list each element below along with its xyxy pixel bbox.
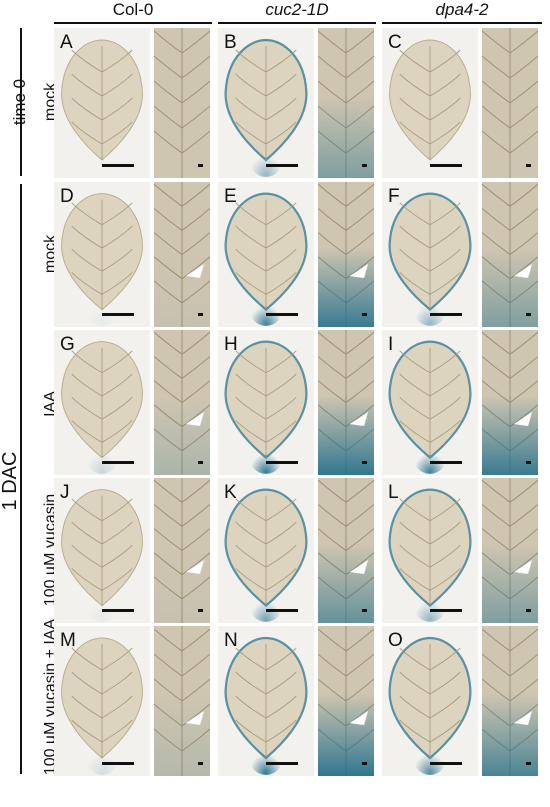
- panel-letter: H: [224, 334, 238, 355]
- zoom-detail-panel: [482, 626, 538, 776]
- column-header-rule: [218, 22, 376, 24]
- column-header-col0: Col-0: [112, 0, 154, 19]
- scale-bar: [430, 762, 462, 765]
- arrowhead-icon: [350, 709, 369, 725]
- zoom-detail-panel: [154, 626, 210, 776]
- panel-letter: F: [388, 186, 400, 207]
- arrowhead-icon: [514, 709, 533, 725]
- scale-bar-small: [362, 461, 367, 464]
- arrowhead-icon: [350, 411, 369, 426]
- scale-bar-small: [526, 461, 531, 464]
- scale-bar-small: [198, 461, 203, 464]
- scale-bar-small: [362, 313, 367, 316]
- zoom-detail-panel: [318, 626, 374, 776]
- panel-letter: C: [388, 32, 402, 53]
- panel-letter: I: [388, 334, 394, 355]
- scale-bar: [430, 313, 462, 316]
- leaf-photo-panel: [54, 28, 150, 178]
- scale-bar: [102, 461, 134, 464]
- leaf-photo-panel: [382, 330, 478, 475]
- scale-bar: [102, 164, 134, 167]
- scale-bar-small: [198, 313, 203, 316]
- leaf-photo-panel: [54, 330, 150, 475]
- scale-bar: [266, 461, 298, 464]
- scale-bar-small: [526, 609, 531, 612]
- leaf-photo-panel: [218, 330, 314, 475]
- leaf-photo-panel: [54, 182, 150, 327]
- scale-bar-small: [526, 313, 531, 316]
- panel-letter: K: [224, 482, 237, 503]
- arrowhead-icon: [514, 559, 533, 574]
- scale-bar: [266, 609, 298, 612]
- scale-bar-small: [362, 609, 367, 612]
- zoom-detail-panel: [482, 28, 538, 178]
- scale-bar: [430, 461, 462, 464]
- zoom-detail-panel: [482, 330, 538, 475]
- leaf-photo-panel: [218, 28, 314, 178]
- panel-letter: M: [60, 630, 76, 651]
- arrowhead-icon: [186, 411, 205, 426]
- dac-label: 1 DAC: [0, 451, 21, 511]
- panel-letter: G: [60, 334, 75, 355]
- scale-bar-small: [526, 164, 531, 167]
- scale-bar: [266, 313, 298, 316]
- time0-bracket: [20, 28, 22, 176]
- zoom-detail-panel: [482, 182, 538, 327]
- panel-letter: L: [388, 482, 399, 503]
- scale-bar: [430, 609, 462, 612]
- arrowhead-icon: [186, 559, 205, 574]
- zoom-detail-panel: [318, 478, 374, 623]
- zoom-detail-panel: [154, 182, 210, 327]
- panel-letter: J: [60, 482, 70, 503]
- scale-bar: [102, 609, 134, 612]
- arrowhead-icon: [514, 263, 533, 278]
- column-header-dpa4: dpa4-2: [435, 0, 489, 19]
- dac-bracket: [20, 184, 22, 774]
- leaf-photo-panel: [382, 626, 478, 776]
- scale-bar: [102, 762, 134, 765]
- arrowhead-icon: [350, 559, 369, 574]
- arrowhead-icon: [186, 709, 205, 725]
- panel-letter: D: [60, 186, 74, 207]
- zoom-detail-panel: [318, 330, 374, 475]
- leaf-photo-panel: [382, 28, 478, 178]
- scale-bar: [266, 164, 298, 167]
- leaf-photo-panel: [218, 182, 314, 327]
- zoom-detail-panel: [318, 182, 374, 327]
- time0-label: time 0: [10, 78, 29, 126]
- panel-letter: N: [224, 630, 238, 651]
- zoom-detail-panel: [482, 478, 538, 623]
- scale-bar-small: [526, 762, 531, 765]
- scale-bar-small: [362, 164, 367, 167]
- panel-letter: E: [224, 186, 237, 207]
- panel-letter: A: [60, 32, 73, 53]
- zoom-detail-panel: [154, 478, 210, 623]
- leaf-photo-panel: [218, 478, 314, 623]
- panel-letter: B: [224, 32, 237, 53]
- leaf-photo-panel: [382, 478, 478, 623]
- column-header-rule: [382, 22, 542, 24]
- leaf-photo-panel: [382, 182, 478, 327]
- scale-bar-small: [198, 164, 203, 167]
- scale-bar-small: [362, 762, 367, 765]
- zoom-detail-panel: [154, 330, 210, 475]
- arrowhead-icon: [186, 263, 205, 278]
- panel-letter: O: [388, 630, 403, 651]
- zoom-detail-panel: [318, 28, 374, 178]
- scale-bar-small: [198, 762, 203, 765]
- scale-bar: [430, 164, 462, 167]
- scale-bar: [266, 762, 298, 765]
- column-header-cuc2: cuc2-1D: [265, 0, 329, 19]
- zoom-detail-panel: [154, 28, 210, 178]
- column-header-rule: [54, 22, 212, 24]
- scale-bar-small: [198, 609, 203, 612]
- leaf-photo-panel: [54, 478, 150, 623]
- scale-bar: [102, 313, 134, 316]
- arrowhead-icon: [350, 263, 369, 278]
- arrowhead-icon: [514, 411, 533, 426]
- leaf-photo-panel: [54, 626, 150, 776]
